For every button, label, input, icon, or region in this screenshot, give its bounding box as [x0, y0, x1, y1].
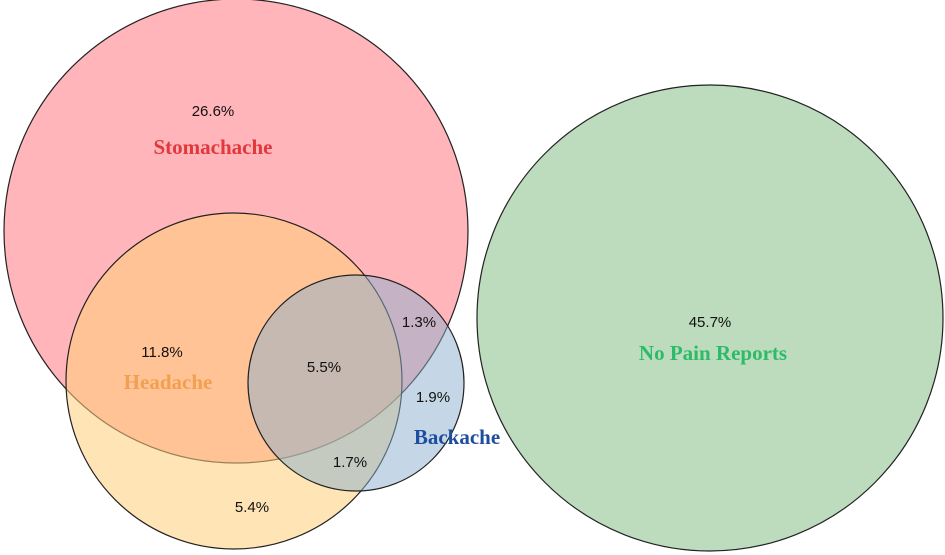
backache-circle: [247, 274, 465, 492]
region-percentage: 1.7%: [333, 454, 367, 471]
set-label: No Pain Reports: [639, 341, 787, 365]
no-pain-circle: [476, 84, 944, 552]
region-percentage: 5.4%: [235, 499, 269, 516]
set-label: Stomachache: [154, 135, 273, 159]
set-label: Backache: [414, 425, 500, 449]
region-percentage: 26.6%: [192, 103, 235, 120]
region-percentage: 1.3%: [402, 314, 436, 331]
region-percentage: 45.7%: [689, 314, 732, 331]
region-percentage: 1.9%: [416, 389, 450, 406]
region-percentage: 5.5%: [307, 359, 341, 376]
set-label: Headache: [124, 370, 213, 394]
region-percentage: 11.8%: [141, 344, 182, 361]
